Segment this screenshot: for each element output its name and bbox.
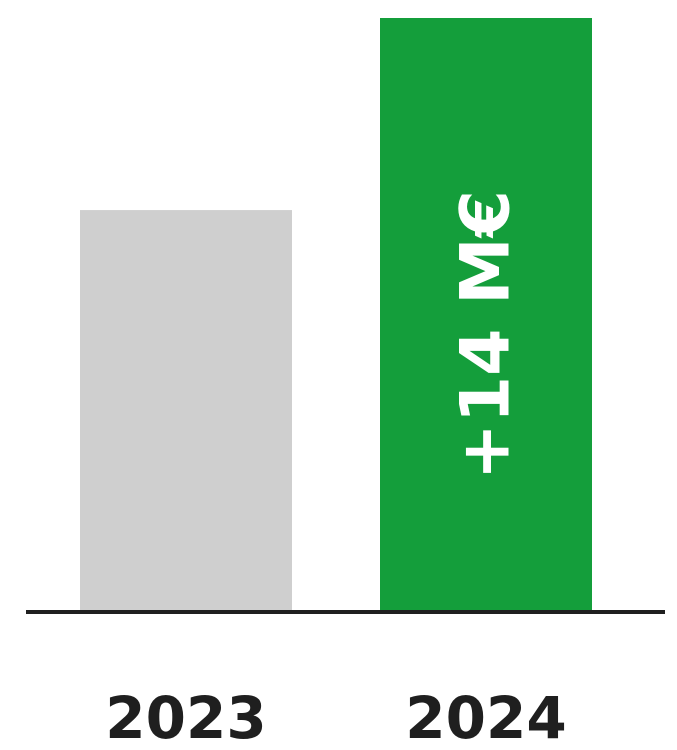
bars-layer	[80, 18, 592, 612]
bar-2024	[380, 18, 592, 612]
bar-annotation-2024: +14 M€	[447, 190, 526, 480]
category-labels: 2023 2024	[105, 684, 566, 750]
x-tick-label-2024: 2024	[405, 684, 566, 750]
bar-2023	[80, 210, 292, 612]
x-tick-label-2023: 2023	[105, 684, 266, 750]
